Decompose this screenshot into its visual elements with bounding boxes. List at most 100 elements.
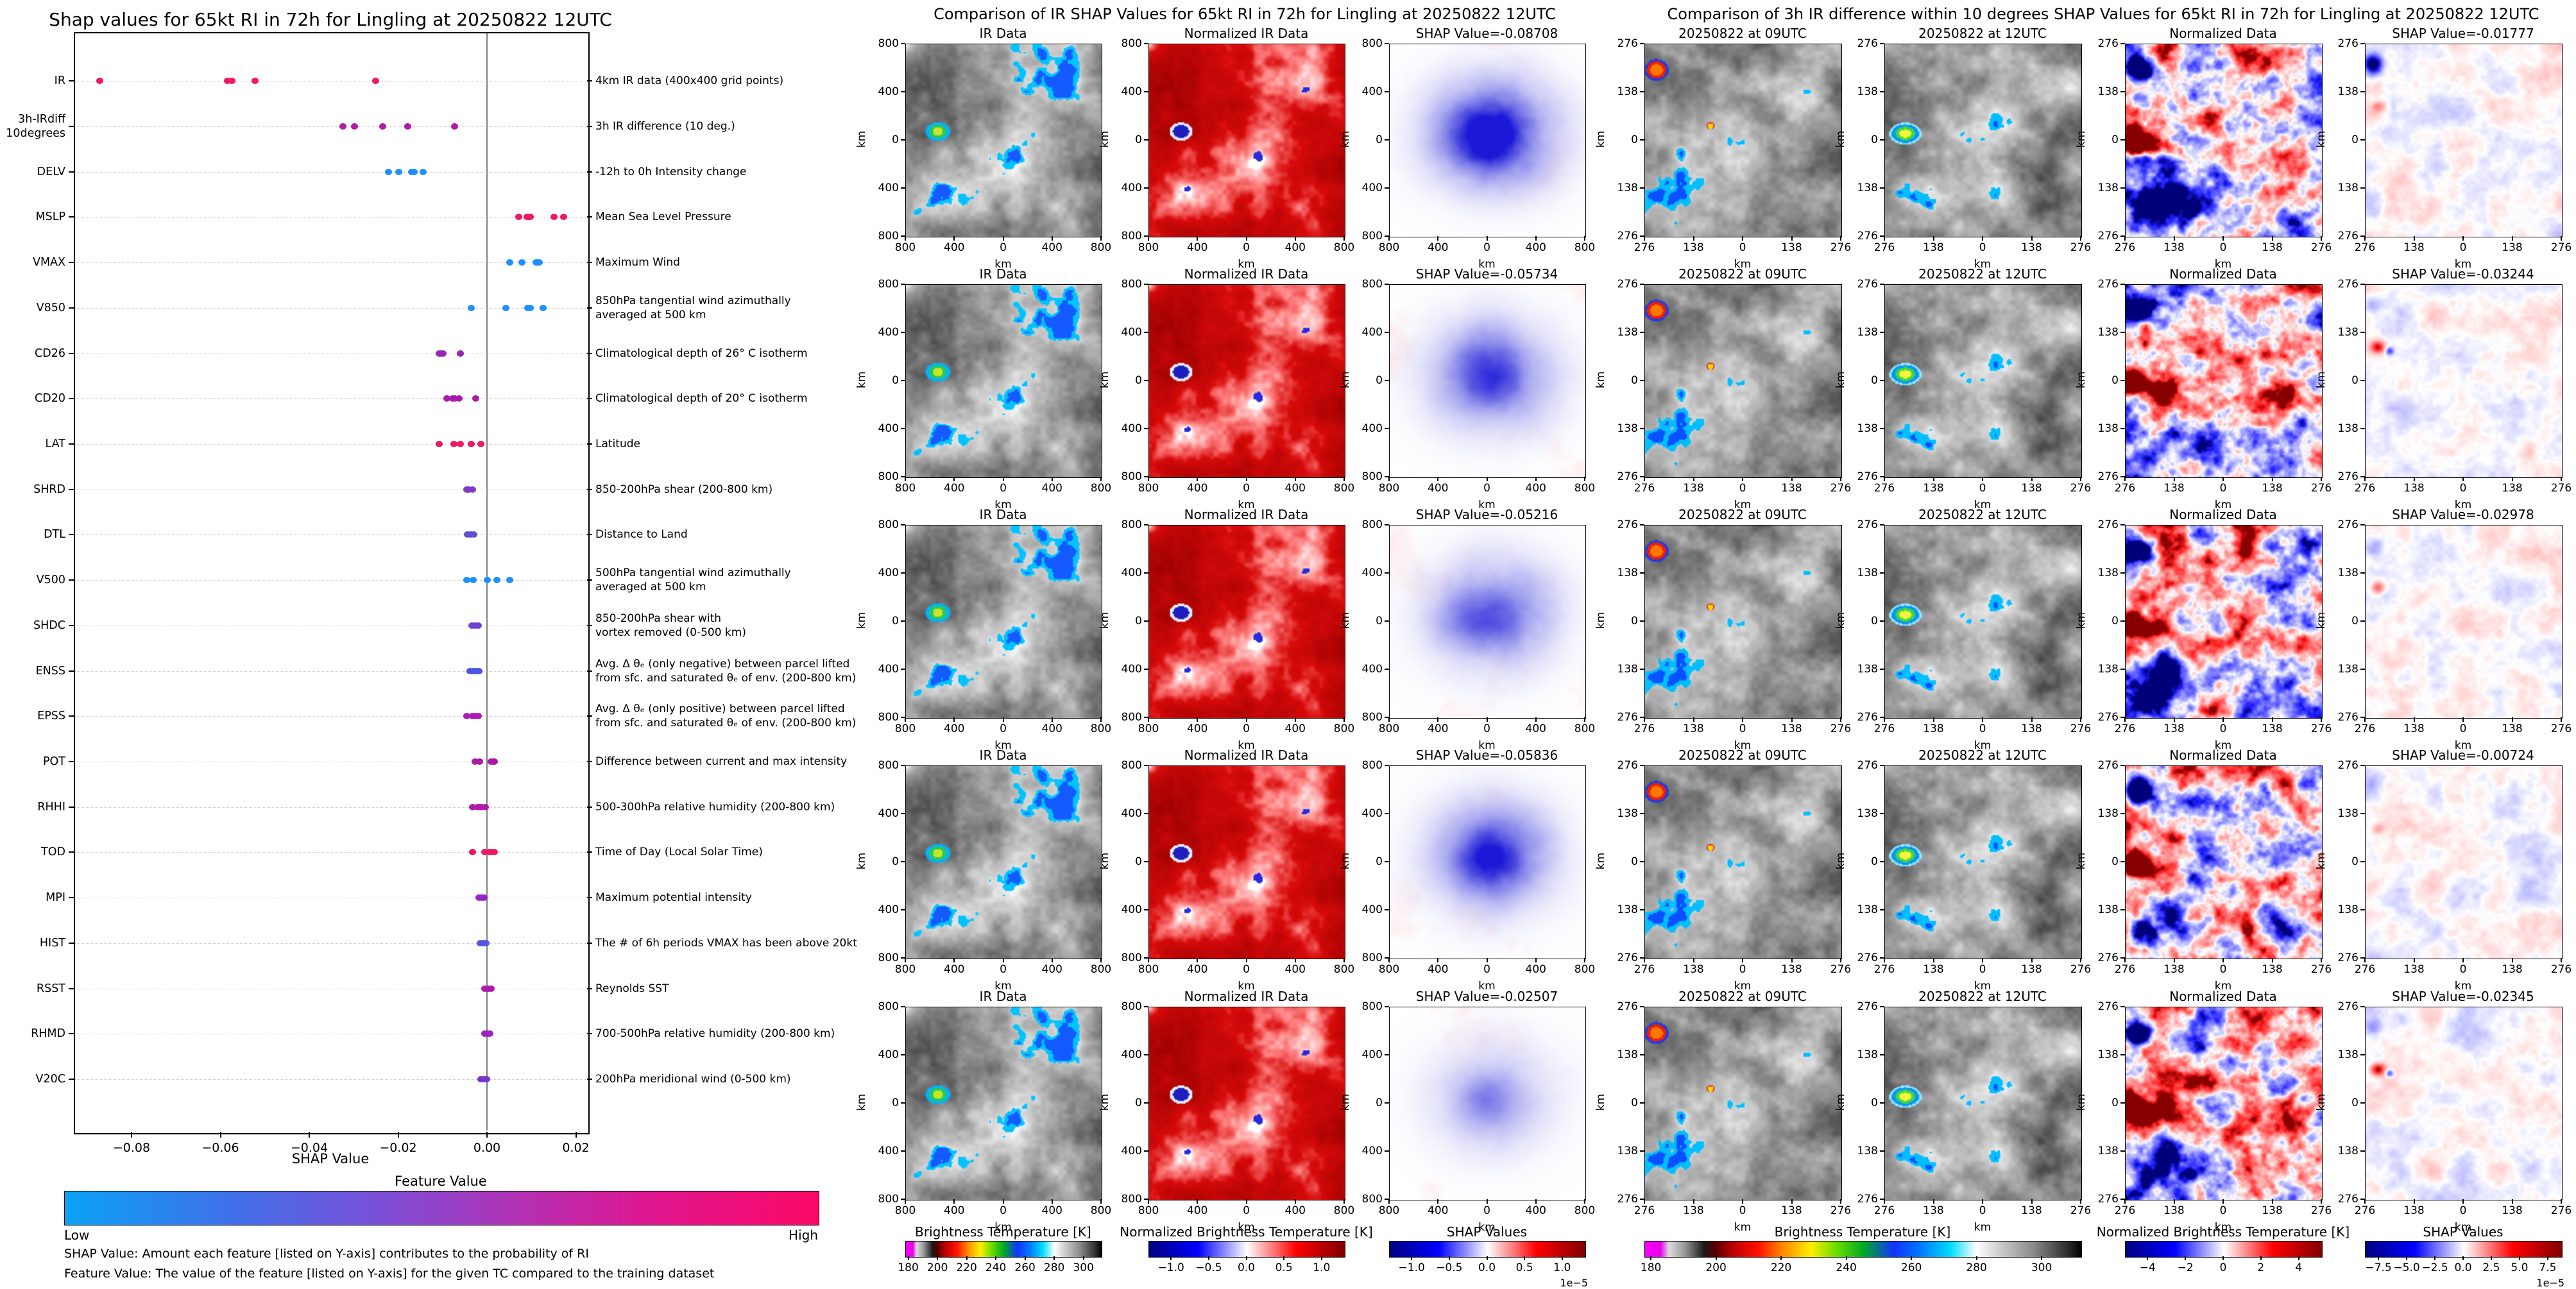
shap-dot: [475, 713, 482, 720]
feature-description: 700-500hPa relative humidity (200-800 km…: [595, 1027, 835, 1041]
x-tick-mark: [2561, 958, 2562, 962]
x-tick-label: 0: [1739, 1204, 1746, 1217]
x-tick-label: 800: [1090, 722, 1112, 735]
colorbar-tick-label: 280: [1043, 1261, 1065, 1274]
feature-description: 850-200hPa shear (200-800 km): [595, 482, 773, 496]
x-axis-unit-label: km: [2454, 1221, 2472, 1234]
colorbar-tick-mark: [1975, 1256, 1977, 1260]
colorbar-tick-label: 200: [926, 1261, 948, 1274]
colorbar-tick-label: −5.0: [2393, 1261, 2420, 1274]
colorbar-tick-mark: [2406, 1256, 2408, 1260]
y-tick-mark: [1144, 235, 1148, 237]
x-tick-label: 800: [1090, 482, 1112, 495]
shap-dot: [535, 259, 543, 266]
y-tick-mark: [1640, 909, 1644, 910]
colorbar-tick-label: 260: [1014, 1261, 1036, 1274]
x-tick-label: 276: [2114, 482, 2136, 495]
y-tick-mark: [2120, 380, 2125, 381]
y-tick-mark: [1385, 765, 1389, 766]
feature-description: Maximum Wind: [595, 256, 680, 269]
y-tick-label: 400: [1361, 326, 1383, 339]
x-tick-mark: [1584, 1199, 1585, 1204]
y-tick-mark: [2120, 909, 2125, 910]
y-tick-label: 138: [2337, 663, 2358, 676]
x-tick-mark: [1584, 958, 1585, 962]
y-tick-mark: [1640, 620, 1644, 622]
x-tick-label: 276: [2070, 241, 2092, 254]
colorbar-tick-mark: [2490, 1256, 2492, 1260]
feature-description: 4km IR data (400x400 grid points): [595, 74, 784, 88]
y-tick-label: 138: [2337, 1048, 2358, 1061]
y-tick-mark: [587, 987, 592, 989]
colorbar-tick-label: −1.0: [1157, 1261, 1184, 1274]
x-tick-mark: [1884, 1199, 1885, 1204]
y-tick-mark: [1880, 43, 1884, 44]
x-tick-label: −0.04: [290, 1141, 328, 1155]
y-axis-unit-label: km: [1834, 130, 1847, 148]
colorbar-tick-mark: [1845, 1256, 1847, 1260]
x-tick-mark: [2561, 1199, 2562, 1204]
y-tick-mark: [2120, 476, 2125, 477]
y-tick-mark: [587, 760, 592, 762]
y-tick-label: 276: [1617, 470, 1638, 483]
x-tick-mark: [953, 236, 955, 241]
x-tick-mark: [1051, 477, 1053, 481]
y-tick-label: 0: [1376, 855, 1383, 868]
shap-dot: [472, 758, 479, 765]
y-tick-label: 276: [1617, 37, 1638, 50]
x-tick-mark: [1884, 717, 1885, 722]
x-tick-label: 0: [1979, 241, 1986, 254]
x-axis-unit-label: km: [2214, 739, 2232, 752]
y-axis-unit-label: km: [1594, 130, 1607, 148]
x-tick-label: 138: [1923, 241, 1944, 254]
x-tick-label: 800: [1138, 482, 1159, 495]
colorbar-tick-label: 0.0: [1478, 1261, 1496, 1274]
y-tick-label: 138: [1857, 1048, 1878, 1061]
x-tick-mark: [1197, 236, 1198, 241]
y-tick-mark: [1144, 572, 1148, 574]
x-tick-label: 276: [2114, 722, 2136, 735]
y-tick-label: 138: [2337, 326, 2358, 339]
ir-12utc-panel: [1884, 44, 2082, 237]
x-tick-label: 138: [2163, 963, 2185, 976]
x-tick-label: 400: [1525, 241, 1546, 254]
feature-name: MPI: [46, 891, 65, 905]
y-tick-label: 276: [2337, 230, 2358, 243]
x-tick-mark: [1840, 958, 1841, 962]
y-axis-unit-label: km: [855, 1093, 868, 1111]
x-tick-mark: [1791, 717, 1793, 722]
y-tick-label: 138: [1617, 663, 1638, 676]
x-tick-mark: [219, 1132, 221, 1138]
x-tick-mark: [905, 717, 906, 722]
x-tick-mark: [1100, 236, 1102, 241]
y-tick-label: 0: [1376, 615, 1383, 627]
x-tick-mark: [2321, 1199, 2322, 1204]
x-tick-label: 276: [1633, 1204, 1655, 1217]
y-tick-mark: [1144, 1102, 1148, 1104]
y-tick-label: 276: [2097, 470, 2119, 483]
y-tick-mark: [1144, 669, 1148, 670]
y-tick-mark: [2120, 91, 2125, 92]
diff-shap-map-panel: [2365, 44, 2563, 237]
panel-title: 20250822 at 12UTC: [1918, 26, 2047, 41]
colorbar-tick-mark: [2546, 1256, 2548, 1260]
x-tick-mark: [1932, 236, 1934, 241]
y-tick-label: 0: [1135, 374, 1142, 387]
y-tick-label: 276: [1857, 470, 1878, 483]
y-axis-unit-label: km: [2315, 130, 2328, 148]
x-tick-label: 800: [1378, 482, 1400, 495]
y-tick-mark: [1640, 332, 1644, 333]
panel-title: IR Data: [979, 989, 1027, 1004]
colorbar-high-label: High: [789, 1227, 818, 1243]
x-tick-mark: [1644, 236, 1645, 241]
y-tick-label: 0: [2111, 855, 2119, 868]
ir-shap-map-panel-image: [1390, 1007, 1585, 1200]
panel-title: Normalized IR Data: [1184, 989, 1309, 1004]
x-tick-mark: [1791, 958, 1793, 962]
x-tick-mark: [2364, 1199, 2366, 1204]
y-tick-mark: [901, 572, 905, 574]
panel-title: Normalized Data: [2169, 747, 2277, 763]
y-tick-mark: [2360, 428, 2365, 429]
x-tick-label: 138: [2262, 722, 2283, 735]
x-tick-label: 800: [1574, 241, 1596, 254]
